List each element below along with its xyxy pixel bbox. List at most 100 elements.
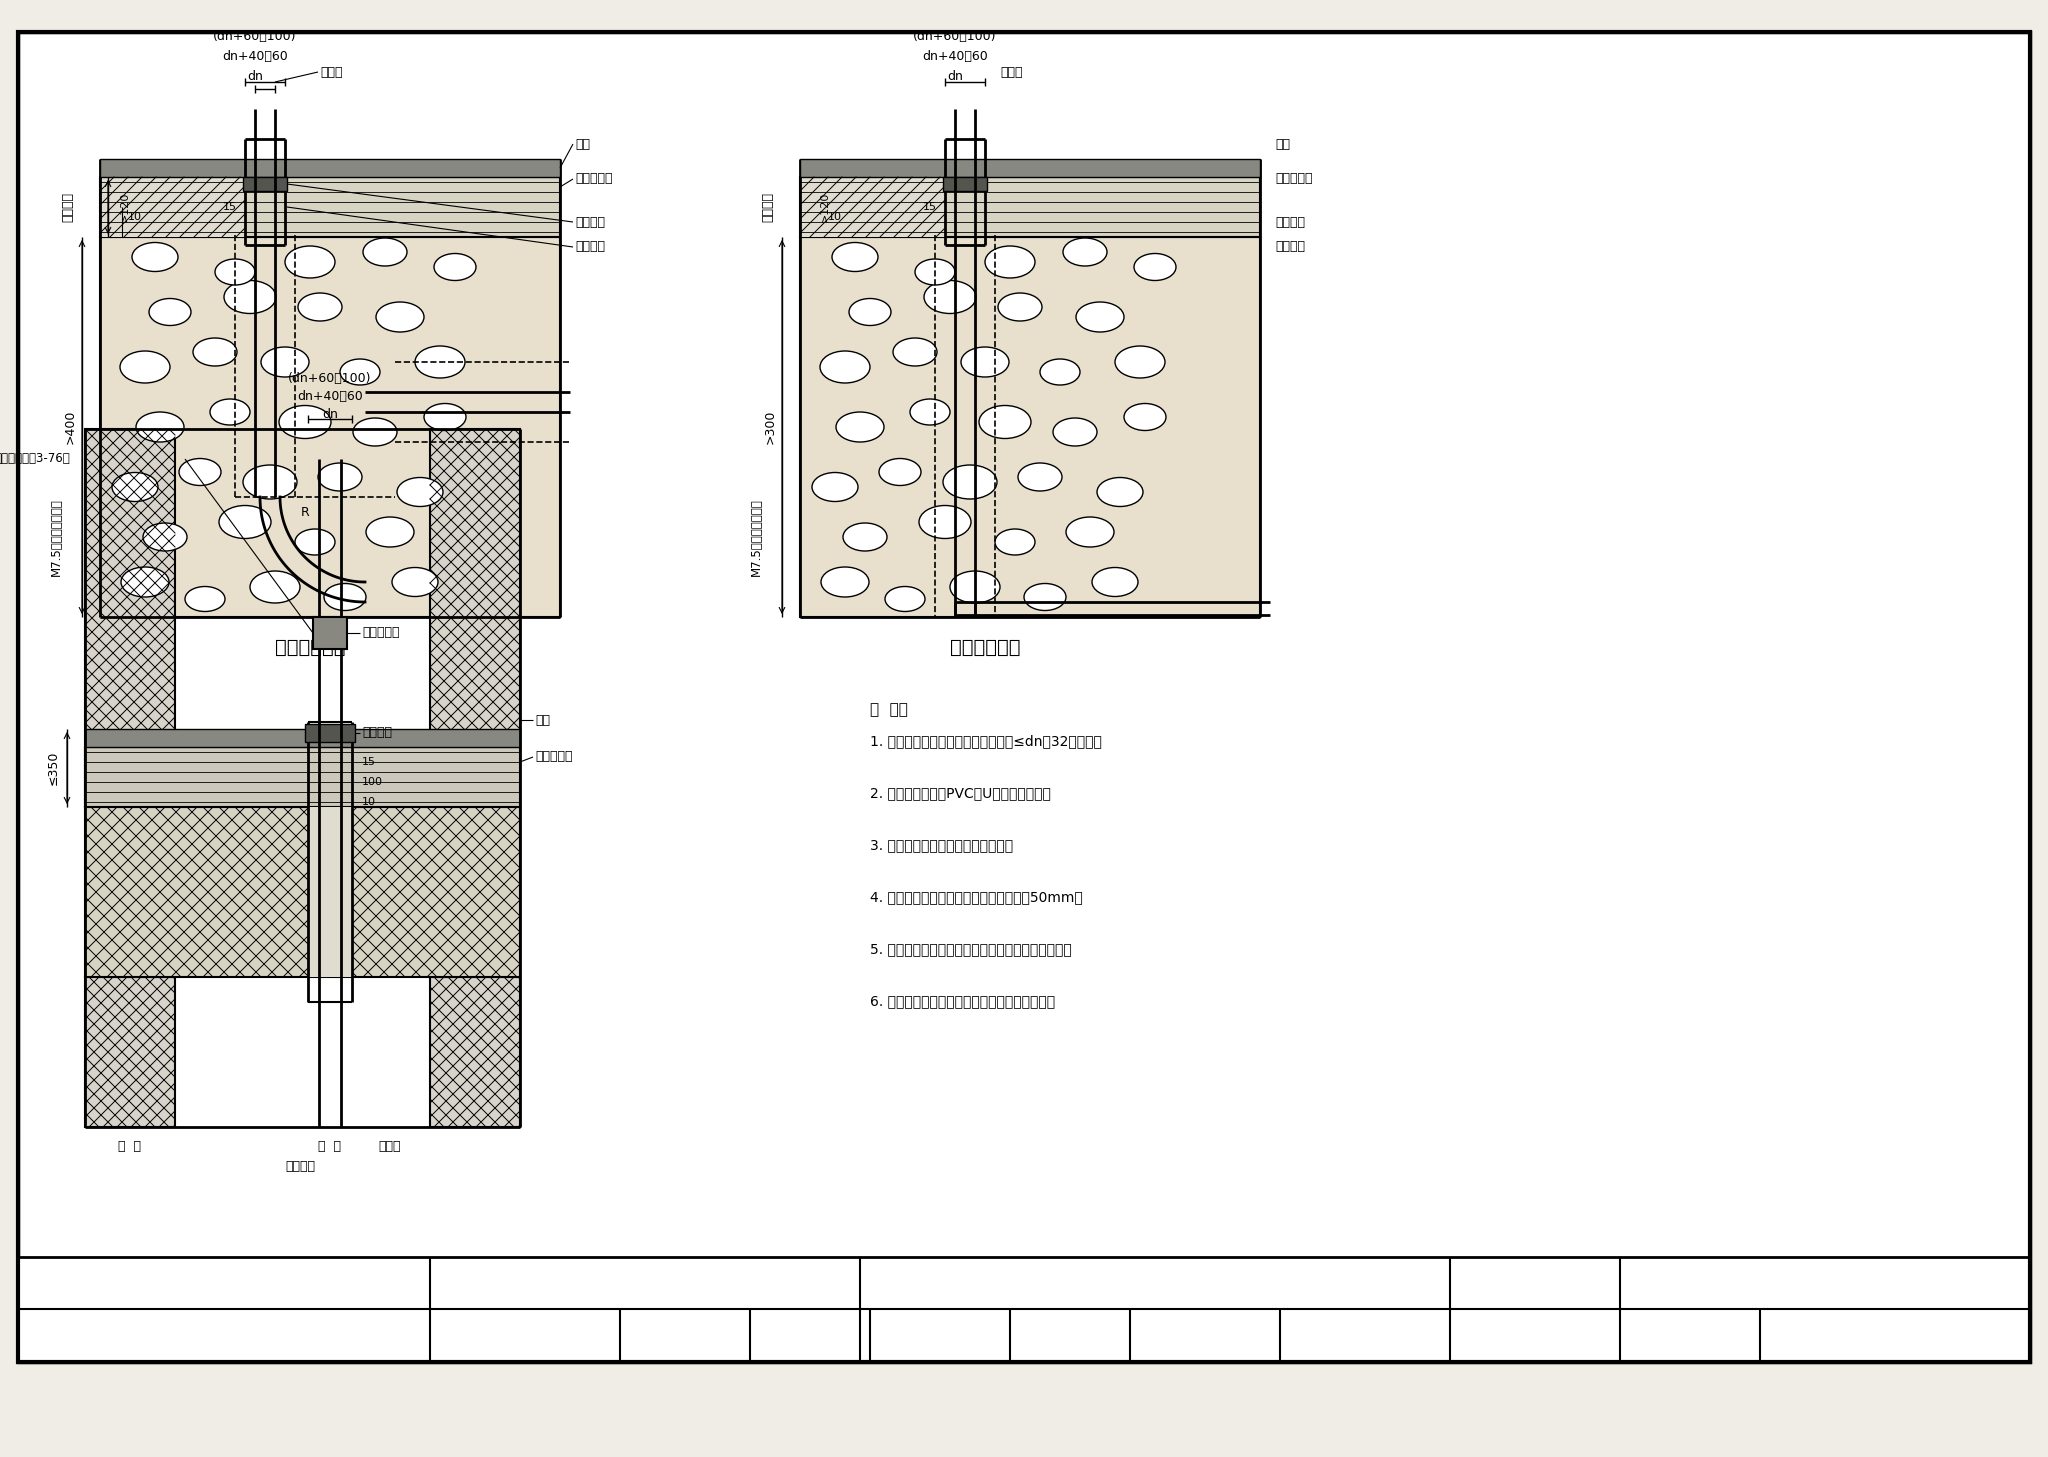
Ellipse shape	[997, 293, 1042, 321]
Bar	[801, 176, 944, 237]
Ellipse shape	[1067, 517, 1114, 546]
Text: 柔性填料: 柔性填料	[762, 192, 774, 221]
Ellipse shape	[844, 523, 887, 551]
Ellipse shape	[811, 472, 858, 501]
Text: 3. 穿楼面固定支架亦可设于楼板下。: 3. 穿楼面固定支架亦可设于楼板下。	[870, 838, 1014, 852]
Ellipse shape	[324, 583, 367, 610]
Text: 设计: 设计	[881, 1329, 895, 1342]
Bar	[801, 159, 1260, 176]
Ellipse shape	[260, 347, 309, 377]
Text: 防水油膏: 防水油膏	[1276, 216, 1305, 229]
Text: 3-79: 3-79	[1673, 1329, 1708, 1343]
Text: 穿地面（一）: 穿地面（一）	[274, 638, 346, 657]
Ellipse shape	[391, 567, 438, 596]
Ellipse shape	[893, 338, 938, 366]
Text: 6. 括号标注的套管规格用于外包保温层的管道。: 6. 括号标注的套管规格用于外包保温层的管道。	[870, 994, 1055, 1008]
Ellipse shape	[299, 293, 342, 321]
Text: 混凝土地面: 混凝土地面	[1276, 172, 1313, 185]
Ellipse shape	[113, 472, 158, 501]
Ellipse shape	[924, 281, 977, 313]
Text: 墙  体: 墙 体	[119, 1141, 141, 1154]
Text: dn+40～60: dn+40～60	[297, 390, 362, 404]
Text: (dn+60～100): (dn+60～100)	[289, 373, 373, 386]
Ellipse shape	[850, 299, 891, 325]
Ellipse shape	[279, 405, 332, 439]
Text: 审核: 审核	[455, 1329, 469, 1342]
Text: (dn+60～100): (dn+60～100)	[213, 31, 297, 44]
Text: 穿地面（二）: 穿地面（二）	[950, 638, 1020, 657]
Bar	[801, 237, 1260, 616]
Text: 10: 10	[127, 213, 141, 221]
Ellipse shape	[193, 338, 238, 366]
Text: 1. 穿地面（一）型式仅适用于管径（≤dn）32的管道。: 1. 穿地面（一）型式仅适用于管径（≤dn）32的管道。	[870, 734, 1102, 747]
Ellipse shape	[434, 254, 475, 281]
Text: 刘宗秋: 刘宗秋	[965, 1329, 987, 1342]
Text: 金属套管: 金属套管	[1276, 240, 1305, 254]
Text: 铝塑管: 铝塑管	[999, 66, 1022, 79]
Text: >300: >300	[764, 409, 776, 444]
Ellipse shape	[1024, 583, 1067, 610]
Ellipse shape	[879, 459, 922, 485]
Ellipse shape	[985, 246, 1034, 278]
Ellipse shape	[244, 465, 297, 498]
Text: 页: 页	[1464, 1329, 1475, 1343]
Ellipse shape	[250, 571, 299, 603]
Text: 金属套管: 金属套管	[575, 240, 604, 254]
Ellipse shape	[836, 412, 885, 441]
Text: M7.5水泥砂浆包覆层: M7.5水泥砂浆包覆层	[750, 498, 764, 576]
Text: dn: dn	[322, 408, 338, 421]
Text: 防水油膏: 防水油膏	[362, 727, 391, 740]
Ellipse shape	[121, 351, 170, 383]
Ellipse shape	[995, 529, 1034, 555]
Ellipse shape	[367, 517, 414, 546]
Text: dn+40～60: dn+40～60	[221, 51, 289, 64]
Ellipse shape	[885, 587, 926, 612]
Text: M7.5水泥砂浆包覆层: M7.5水泥砂浆包覆层	[49, 498, 63, 576]
Ellipse shape	[1018, 463, 1063, 491]
Text: >400: >400	[63, 409, 76, 444]
Ellipse shape	[317, 463, 362, 491]
Ellipse shape	[352, 418, 397, 446]
Text: 15: 15	[924, 203, 938, 213]
Bar	[307, 807, 352, 978]
Text: >120: >120	[819, 192, 829, 221]
Ellipse shape	[295, 529, 336, 555]
Ellipse shape	[1053, 418, 1098, 446]
Bar	[100, 176, 559, 237]
Bar	[100, 237, 559, 616]
Bar	[18, 1257, 2030, 1362]
Text: 柔性填料: 柔性填料	[285, 1160, 315, 1173]
Text: 10: 10	[362, 797, 377, 807]
Text: 5. 柔性填料可采用发泡聚氨酯、发泡聚乙烯等材料。: 5. 柔性填料可采用发泡聚氨酯、发泡聚乙烯等材料。	[870, 943, 1071, 956]
Text: 面层: 面层	[535, 714, 551, 727]
Text: 10: 10	[827, 213, 842, 221]
Ellipse shape	[1075, 302, 1124, 332]
Ellipse shape	[1098, 478, 1143, 507]
Text: 防水油膏: 防水油膏	[575, 216, 604, 229]
Ellipse shape	[424, 404, 467, 430]
Text: 铝塑管: 铝塑管	[379, 1141, 401, 1154]
Ellipse shape	[143, 523, 186, 551]
Bar	[313, 616, 346, 648]
Ellipse shape	[362, 237, 408, 267]
Ellipse shape	[1040, 358, 1079, 385]
Text: ≤350: ≤350	[47, 750, 59, 785]
Text: 闫利国: 闫利国	[756, 1329, 778, 1342]
Text: 穿楼面: 穿楼面	[209, 1291, 240, 1308]
Ellipse shape	[184, 587, 225, 612]
Ellipse shape	[961, 347, 1010, 377]
Bar	[942, 176, 987, 191]
Ellipse shape	[920, 506, 971, 539]
Ellipse shape	[1135, 254, 1176, 281]
Bar	[430, 978, 520, 1128]
Text: 图集号: 图集号	[1522, 1275, 1548, 1291]
Text: R: R	[301, 506, 309, 519]
Ellipse shape	[831, 242, 879, 271]
Text: 100: 100	[362, 777, 383, 787]
Text: 05SS907: 05SS907	[1782, 1275, 1849, 1291]
Ellipse shape	[377, 302, 424, 332]
Ellipse shape	[178, 459, 221, 485]
Ellipse shape	[211, 399, 250, 425]
Ellipse shape	[416, 345, 465, 377]
Text: dn: dn	[248, 70, 262, 83]
